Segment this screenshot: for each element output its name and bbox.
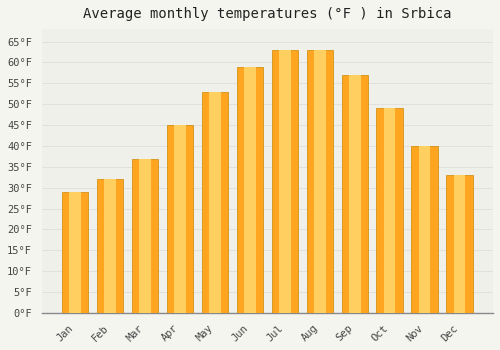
Bar <box>454 175 466 313</box>
Bar <box>202 92 228 313</box>
Bar <box>244 66 256 313</box>
Bar <box>104 180 116 313</box>
Bar <box>237 66 263 313</box>
Bar <box>376 108 402 313</box>
Bar <box>174 125 186 313</box>
Bar <box>70 192 81 313</box>
Bar <box>279 50 290 313</box>
Bar <box>349 75 360 313</box>
Bar <box>132 159 158 313</box>
Title: Average monthly temperatures (°F ) in Srbica: Average monthly temperatures (°F ) in Sr… <box>83 7 452 21</box>
Bar <box>306 50 333 313</box>
Bar <box>209 92 221 313</box>
Bar <box>418 146 430 313</box>
Bar <box>272 50 298 313</box>
Bar <box>139 159 151 313</box>
Bar <box>62 192 88 313</box>
Bar <box>342 75 368 313</box>
Bar <box>167 125 193 313</box>
Bar <box>97 180 124 313</box>
Bar <box>412 146 438 313</box>
Bar <box>314 50 326 313</box>
Bar <box>384 108 396 313</box>
Bar <box>446 175 472 313</box>
